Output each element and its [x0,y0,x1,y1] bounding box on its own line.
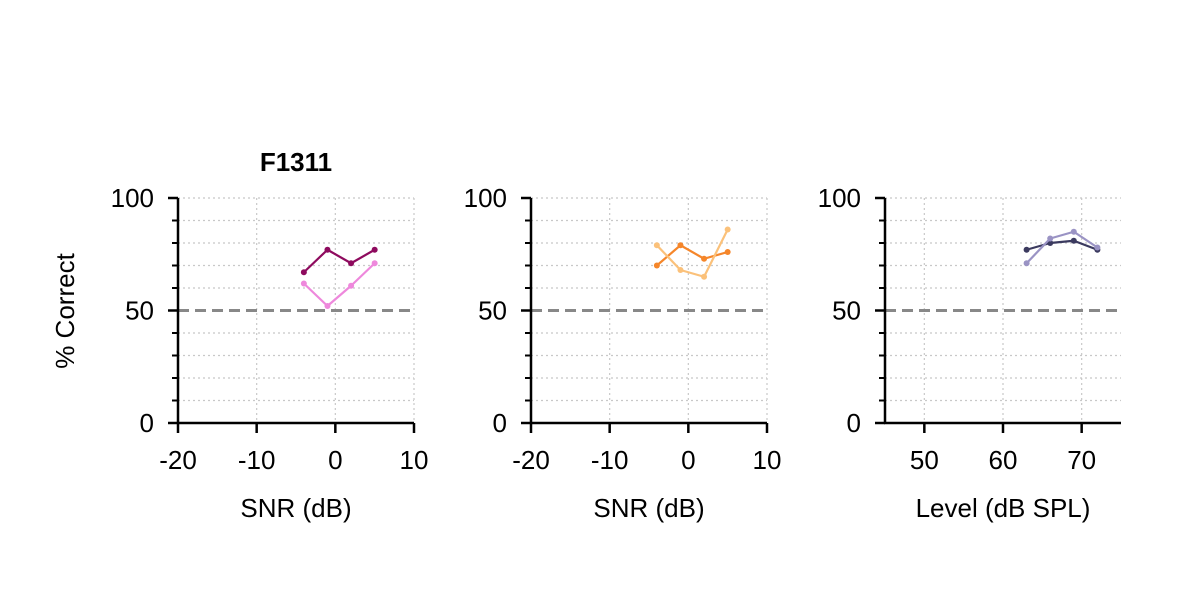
data-point [1070,228,1077,235]
data-point [724,226,731,233]
data-point [653,262,660,269]
y-tick-label: 0 [847,408,861,438]
data-point [371,260,378,267]
y-tick-label: 50 [832,296,861,326]
data-point [348,260,355,267]
x-tick-label: 10 [753,445,782,475]
data-point [324,246,331,253]
x-tick-label: 0 [328,445,342,475]
data-point [1023,260,1030,267]
data-point [701,273,708,280]
series-line-1 [303,248,376,274]
data-point [677,267,684,273]
data-point [300,280,307,287]
y-tick-label: 0 [140,408,154,438]
data-point [324,303,331,309]
y-tick-label: 100 [464,183,507,213]
x-tick-label: 50 [910,445,939,475]
x-axis-label: Level (dB SPL) [916,493,1091,523]
series-line-1 [1026,239,1098,251]
x-tick-label: -20 [512,445,550,475]
y-tick-label: 50 [125,296,154,326]
data-point [653,242,660,249]
y-tick-label: 100 [111,183,154,213]
data-point [1070,237,1077,244]
x-tick-label: -20 [159,445,197,475]
x-tick-label: 70 [1067,445,1096,475]
data-point [701,255,708,262]
y-tick-label: 0 [493,408,507,438]
x-tick-label: -10 [591,445,629,475]
panel-title: F1311 [260,147,332,177]
series-line-2 [656,229,729,278]
x-tick-label: 10 [400,445,429,475]
data-point [371,246,378,253]
y-axis-label: % Correct [50,252,80,368]
y-tick-label: 50 [478,296,507,326]
x-tick-label: -10 [238,445,276,475]
chart-panel-1: 0 50 100 -20 -10 0 10 SNR (dB) F1311 [111,147,429,523]
y-tick-label: 100 [818,183,861,213]
x-axis-label: SNR (dB) [593,493,704,523]
data-point [1047,235,1054,242]
data-point [300,269,307,276]
data-point [1094,244,1101,251]
data-point [724,249,731,255]
chart-panel-2: 0 50 100 -20 -10 0 10 SNR (dB) [464,183,782,523]
series-line-2 [1025,230,1099,265]
data-point [1023,246,1030,253]
x-tick-label: 60 [989,445,1018,475]
x-tick-label: 0 [681,445,695,475]
x-axis-label: SNR (dB) [240,493,351,523]
series-line-2 [303,262,376,308]
chart-panel-3: 0 50 100 50 60 70 Level (dB SPL) [818,183,1121,523]
data-point [348,282,355,289]
data-point [677,242,684,249]
